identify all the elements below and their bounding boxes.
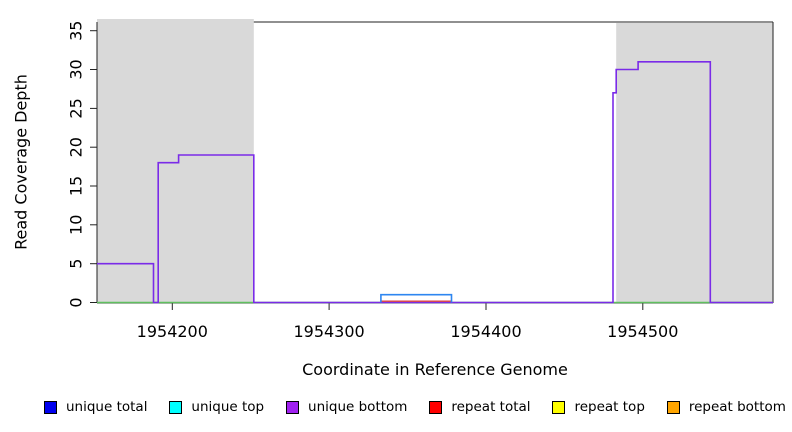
legend-label: unique total (66, 399, 148, 415)
y-tick-label: 35 (67, 21, 86, 41)
legend-label: unique bottom (308, 399, 408, 415)
legend-swatch (666, 400, 680, 414)
y-tick-label: 20 (67, 137, 86, 157)
legend-item-unique-total: unique total (44, 399, 147, 415)
x-tick-label: 1954500 (607, 322, 678, 341)
x-tick-label: 1954300 (293, 322, 364, 341)
y-tick-label: 30 (67, 59, 86, 79)
legend-item-repeat-top: repeat top (552, 399, 645, 415)
chart-legend: unique total unique top unique bottom repea… (44, 399, 786, 415)
y-tick-label: 5 (67, 259, 86, 269)
y-tick-label: 0 (67, 297, 86, 307)
legend-item-repeat-bottom: repeat bottom (666, 399, 786, 415)
plot-border (96, 21, 774, 304)
shaded-region (97, 19, 254, 303)
series-unique-bottom-coverage-step (97, 61, 773, 304)
x-tick-label: 1954400 (450, 322, 521, 341)
legend-swatch (169, 400, 183, 414)
legend-label: repeat top (574, 399, 645, 415)
series-blue-coverage-segment (380, 293, 453, 303)
legend-swatch (552, 400, 566, 414)
legend-label: repeat bottom (688, 399, 786, 415)
legend-item-unique-bottom: unique bottom (286, 399, 407, 415)
x-tick-label: 1954200 (137, 322, 208, 341)
y-tick-label: 15 (67, 176, 86, 196)
legend-swatch (44, 400, 57, 414)
y-tick-label: 25 (67, 98, 86, 118)
y-axis-label: Read Coverage Depth (11, 74, 31, 250)
legend-item-unique-top: unique top (169, 399, 264, 415)
legend-swatch (286, 400, 300, 414)
legend-swatch (429, 400, 443, 414)
legend-item-repeat-total: repeat total (429, 399, 531, 415)
legend-label: repeat total (451, 399, 531, 415)
x-axis-label: Coordinate in Reference Genome (302, 360, 568, 379)
legend-label: unique top (191, 399, 265, 415)
y-tick-label: 10 (67, 215, 86, 235)
shaded-region (616, 23, 773, 303)
